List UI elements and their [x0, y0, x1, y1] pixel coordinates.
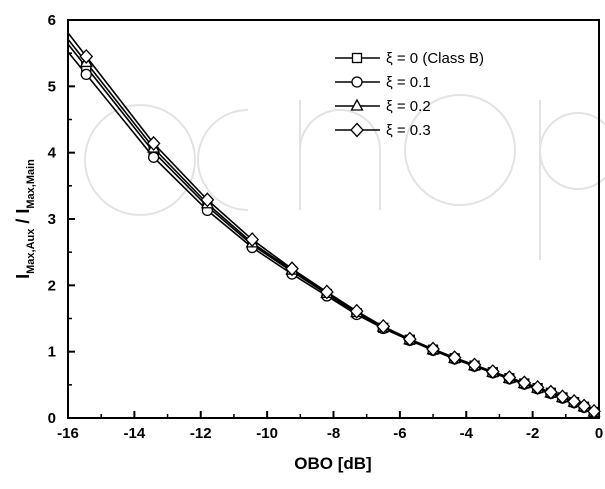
marker-diamond: [555, 389, 570, 405]
x-tick-label: -12: [190, 425, 212, 442]
x-tick-label: -16: [57, 425, 79, 442]
marker-diamond: [530, 380, 545, 395]
watermark: [84, 94, 605, 260]
marker-diamond: [485, 364, 500, 380]
marker-triangle: [350, 98, 364, 111]
x-tick-label: -8: [327, 425, 340, 442]
y-tick-label: 3: [48, 211, 56, 228]
y-tick-label: 2: [48, 277, 56, 294]
series-lines: [67, 32, 600, 416]
marker-diamond: [350, 122, 364, 138]
x-axis-title: OBO [dB]: [294, 454, 371, 473]
axis-ticks: -16 -14 -12 -10 -8 -6 -4 -2 0 0 1 2 3 4 5 6: [48, 12, 604, 442]
marker-diamond: [447, 350, 462, 366]
series-line: [67, 32, 600, 415]
y-axis-title-sep: / I: [13, 209, 33, 229]
marker-diamond: [349, 303, 364, 319]
y-axis-title-sub2: Max,Main: [25, 159, 37, 209]
marker-diamond: [517, 375, 532, 391]
plot-frame: [67, 19, 600, 419]
legend: ξ = 0 (Class B) ξ = 0.1 ξ = 0.2 ξ = 0.3: [335, 50, 484, 139]
marker-diamond: [467, 357, 482, 373]
marker-diamond: [376, 319, 391, 334]
y-tick-label: 5: [48, 78, 56, 95]
marker-diamond: [402, 331, 417, 347]
x-tick-label: -6: [393, 425, 406, 442]
marker-square: [351, 52, 363, 64]
legend-label: ξ = 0 (Class B): [386, 50, 484, 67]
marker-diamond: [285, 261, 299, 277]
marker-diamond: [146, 135, 161, 151]
marker-diamond: [502, 370, 517, 385]
marker-diamond: [79, 49, 94, 64]
marker-diamond: [543, 384, 558, 400]
y-tick-label: 0: [48, 410, 56, 427]
marker-diamond: [577, 398, 591, 414]
x-tick-label: -14: [124, 425, 146, 442]
y-axis-title-sub1: Max,Aux: [25, 228, 37, 274]
legend-label: ξ = 0.3: [386, 122, 431, 139]
marker-diamond: [426, 341, 440, 357]
marker-diamond: [245, 232, 260, 248]
marker-circle: [80, 68, 92, 81]
y-tick-label: 4: [48, 145, 57, 162]
marker-diamond: [567, 393, 581, 409]
series-line: [67, 43, 600, 416]
y-axis-title: IMax,Aux / IMax,Main: [13, 159, 37, 279]
legend-label: ξ = 0.1: [386, 74, 431, 91]
x-tick-label: 0: [595, 425, 603, 442]
x-tick-label: -2: [526, 425, 539, 442]
x-tick-label: -10: [256, 425, 278, 442]
series-markers: [79, 49, 601, 419]
marker-diamond: [200, 192, 215, 208]
marker-diamond: [319, 284, 334, 300]
marker-diamond: [587, 403, 601, 419]
marker-circle: [147, 151, 160, 163]
y-axis-title-main: I: [13, 274, 33, 279]
series-line: [67, 38, 600, 416]
marker-circle: [351, 76, 363, 88]
x-tick-label: -4: [460, 425, 474, 442]
y-tick-label: 1: [48, 344, 56, 361]
legend-label: ξ = 0.2: [386, 98, 431, 115]
y-tick-label: 6: [48, 12, 56, 29]
